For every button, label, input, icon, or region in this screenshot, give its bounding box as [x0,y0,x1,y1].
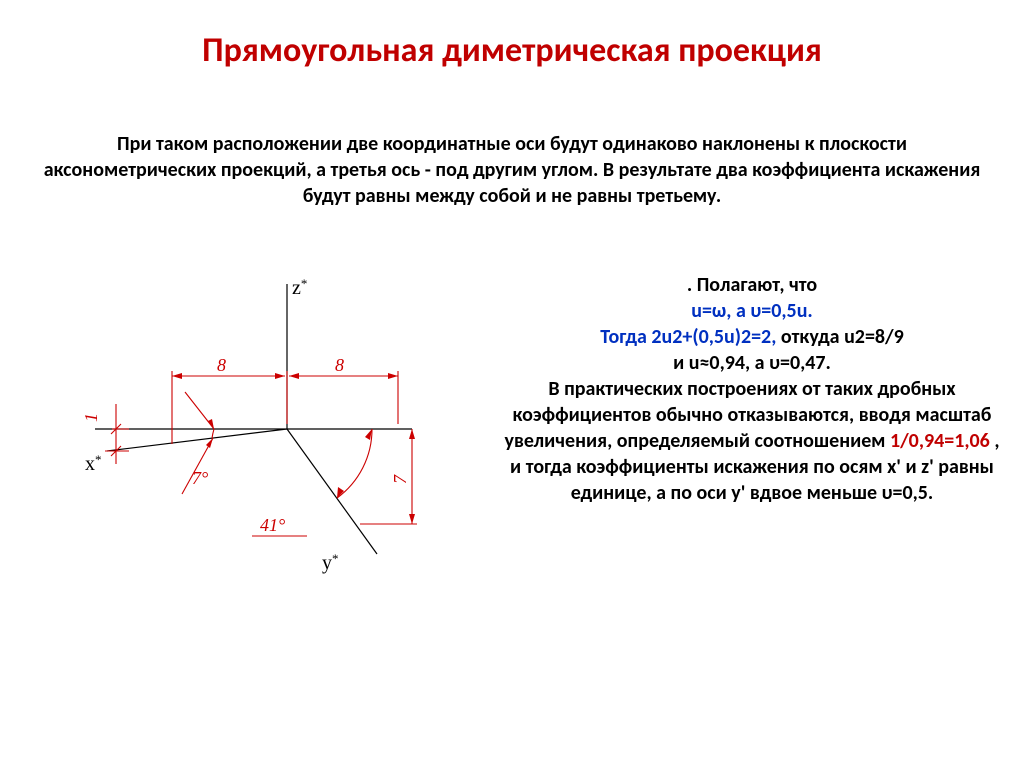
angle-7-label: 7° [192,468,208,488]
angle-41-arc [337,429,372,498]
arrow [409,514,415,524]
dim-left-1-label: 1 [81,413,101,422]
dim-right-7-label: 7 [390,474,410,484]
arrow [208,419,214,429]
diagram-container: z* x* y* 8 8 [17,264,497,594]
arrow [337,487,344,498]
y-axis [287,429,377,554]
arrow [289,373,299,379]
content-columns: z* x* y* 8 8 [17,264,1007,594]
arrow [365,429,372,440]
angle-41-label: 41° [260,515,285,535]
angle-7-leader2 [185,392,214,429]
t-l5r: 1/0,94=1,06 [890,429,990,453]
t-l3b: откуда u2=8/9 [781,325,904,349]
x-axis [107,429,287,451]
dim-right-8-label: 8 [335,355,344,375]
x-label: x* [85,452,102,475]
dim-left-8-label: 8 [217,355,226,375]
t-l4: и u≈0,94, а υ=0,47. [673,351,831,375]
t-l3a: Тогда 2u2+(0,5u)2=2, [600,325,776,349]
z-label: z* [292,276,307,299]
t-l1: . Полагают, что [687,273,817,297]
arrow [388,373,398,379]
arrow [409,429,415,439]
arrow [275,373,285,379]
t-l2: u=ω, а υ=0,5u. [691,299,813,323]
dimetric-axes-diagram: z* x* y* 8 8 [17,264,497,594]
angle-7-arc [212,429,214,438]
arrow [172,373,182,379]
page-title: Прямоугольная диметрическая проекция [0,0,1024,71]
intro-paragraph: При таком расположении две координатные … [42,131,982,209]
arrow [206,438,213,448]
explanation-text: . Полагают, что u=ω, а υ=0,5u. Тогда 2u2… [497,264,1007,594]
y-label: y* [322,551,339,574]
